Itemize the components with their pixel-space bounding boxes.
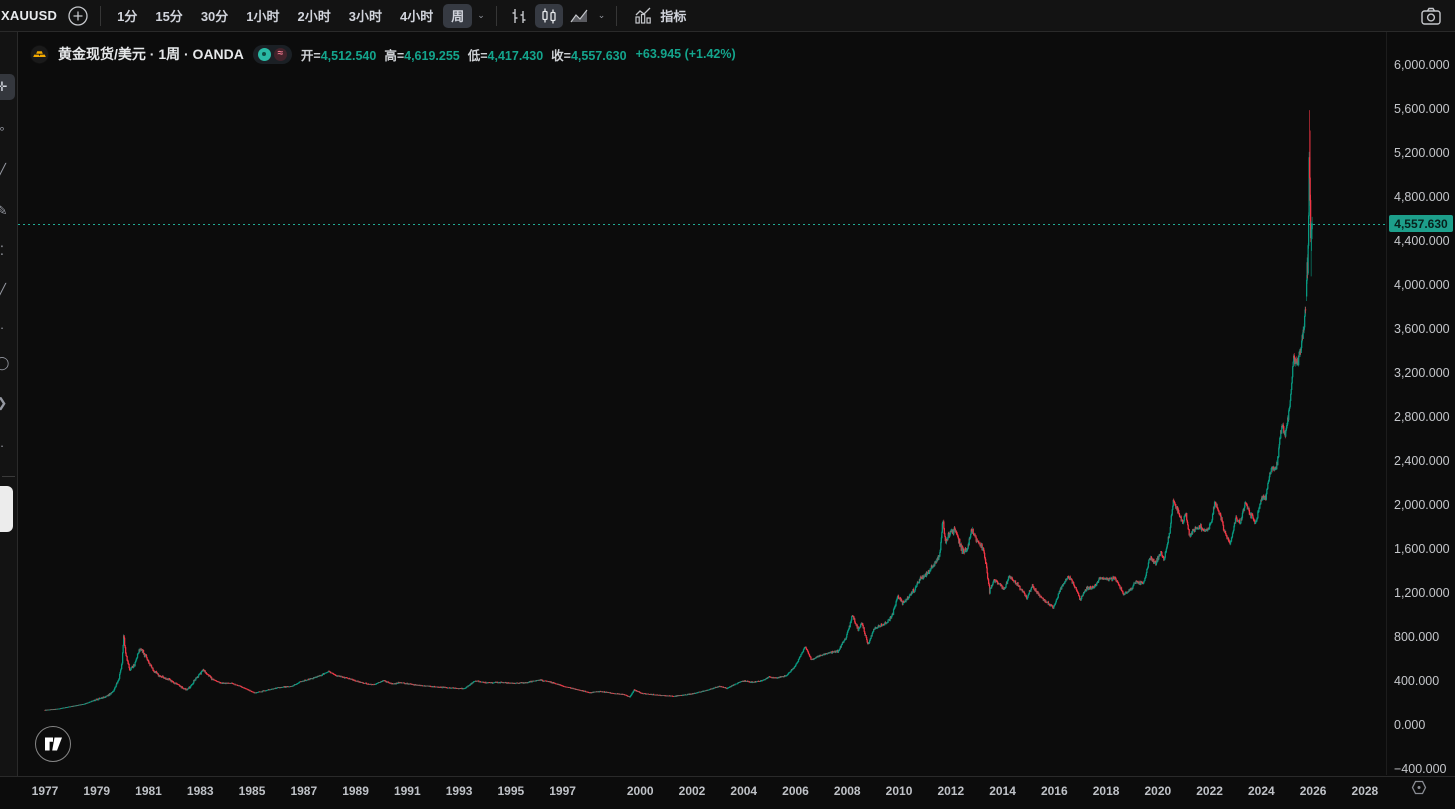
scale-settings-icon[interactable] (1410, 779, 1428, 796)
interval-button-15分[interactable]: 15分 (155, 9, 183, 24)
chart-legend: 黄金现货/美元 · 1周 · OANDA ≈ 开=4,512.540 高=4,61… (30, 44, 736, 64)
ohlc-item: 高=4,619.255 (384, 48, 460, 63)
interval-group: 1分 15分 30分 1小时 2小时 3小时 4小时周 (108, 0, 473, 31)
trend-line-tool-icon[interactable]: ° (0, 118, 15, 144)
sidebar-divider (2, 476, 15, 477)
year-tick-label: 2010 (885, 784, 913, 798)
current-price-line (18, 224, 1385, 225)
price-tick-label: 2,000.000 (1394, 498, 1450, 512)
drawing-toolbar: ✛ ° ╱ ✎ ⁚ ╱ · ◯ ❯ · (0, 32, 18, 809)
year-tick-label: 1987 (290, 784, 318, 798)
price-tick-label: 5,600.000 (1394, 102, 1450, 116)
price-tick-label: 3,600.000 (1394, 322, 1450, 336)
approx-data-icon[interactable]: ≈ (273, 47, 287, 61)
interval-button-4小时[interactable]: 4小时 (399, 9, 434, 24)
year-tick-label: 2000 (626, 784, 654, 798)
price-tick-label: −400.000 (1394, 762, 1447, 776)
status-badges: ≈ (252, 44, 292, 64)
year-tick-label: 1985 (238, 784, 266, 798)
interval-button-2小时[interactable]: 2小时 (297, 9, 331, 24)
year-tick-label: 2026 (1299, 784, 1327, 798)
gold-coin-icon (30, 44, 49, 64)
year-tick-label: 1977 (31, 784, 59, 798)
price-tick-label: 3,200.000 (1394, 366, 1450, 380)
price-axis[interactable]: 6,000.000 5,600.000 5,200.000 4,800.000 4,40… (1386, 32, 1455, 776)
change-readout: +63.945 (+1.42%) (635, 47, 736, 61)
year-tick-label: 2020 (1144, 784, 1172, 798)
prediction-tool-icon[interactable]: ⁚ (0, 243, 5, 258)
text-tool-icon[interactable]: · (0, 319, 5, 335)
price-tick-label: 5,200.000 (1394, 146, 1450, 160)
interval-button-周[interactable]: 周 (443, 3, 473, 28)
ohlc-item: 开=4,512.540 (300, 48, 377, 63)
indicators-button[interactable]: 指标 (625, 4, 694, 28)
year-tick-label: 1993 (445, 784, 473, 798)
year-tick-label: 1997 (549, 784, 576, 798)
bar-chart-style-icon[interactable] (505, 4, 533, 28)
price-tick-label: 4,400.000 (1394, 234, 1450, 248)
tradingview-logo[interactable] (35, 726, 71, 762)
price-tick-label: 4,800.000 (1394, 190, 1450, 204)
fib-tool-icon[interactable]: ╱ (0, 158, 15, 184)
market-status-icon[interactable] (257, 47, 271, 61)
ohlc-item: 收=4,557.630 (551, 48, 627, 63)
year-tick-label: 2006 (782, 784, 809, 798)
price-tick-label: 1,600.000 (1394, 542, 1450, 556)
active-tool-button[interactable] (0, 486, 13, 532)
year-tick-label: 2022 (1196, 784, 1223, 798)
chevron-down-icon[interactable]: ⌄ (597, 10, 606, 20)
ohlc-readout: 开=4,512.540 高=4,619.255 低=4,417.430 收=4,557… (301, 45, 627, 64)
top-toolbar: XAUUSD 1分 15分 30分 1小时 2小时 3小时 4小时周 ⌄ ⌄ 指标 (0, 0, 1455, 32)
year-tick-label: 2024 (1248, 784, 1275, 798)
year-tick-label: 1995 (497, 784, 525, 798)
year-tick-label: 1981 (135, 784, 162, 798)
price-tick-label: 0.000 (1394, 718, 1426, 732)
toolbar-divider (100, 5, 102, 26)
year-tick-label: 2016 (1040, 784, 1068, 798)
symbol-title[interactable]: 黄金现货/美元 · 1周 · OANDA (58, 46, 244, 62)
interval-button-1分[interactable]: 1分 (117, 9, 138, 24)
camera-icon[interactable] (1417, 4, 1445, 28)
year-tick-label: 2018 (1092, 784, 1120, 798)
crosshair-tool-icon[interactable]: ✛ (0, 74, 15, 100)
area-chart-style-icon[interactable] (565, 4, 593, 28)
toolbar-divider (495, 5, 497, 26)
price-tick-label: 2,800.000 (1394, 410, 1450, 424)
interval-button-30分[interactable]: 30分 (200, 9, 229, 24)
brush-tool-icon[interactable]: ╱ (0, 278, 15, 304)
chevron-down-icon[interactable]: ⌄ (477, 10, 485, 20)
shapes-tool-icon[interactable]: ◯ (0, 350, 15, 376)
measure-tool-icon[interactable]: · (0, 437, 5, 453)
price-tick-label: 800.000 (1394, 630, 1440, 644)
year-tick-label: 2008 (833, 784, 861, 798)
time-axis[interactable]: 1977 1979 1981 1983 1985 1987 1989 1991 1993 1995… (0, 776, 1455, 809)
year-tick-label: 1983 (186, 784, 214, 798)
price-tick-label: 6,000.000 (1394, 58, 1450, 72)
year-tick-label: 1979 (83, 784, 111, 798)
interval-button-3小时[interactable]: 3小时 (348, 9, 382, 24)
price-tick-label: 1,200.000 (1394, 586, 1450, 600)
ohlc-item: 低=4,417.430 (467, 48, 544, 63)
interval-button-1小时[interactable]: 1小时 (246, 9, 280, 24)
current-price-label: 4,557.630 (1389, 215, 1453, 233)
year-tick-label: 2004 (730, 784, 758, 798)
year-tick-label: 2014 (989, 784, 1016, 798)
more-tools-icon[interactable]: ❯ (0, 390, 15, 416)
candlestick-style-icon[interactable] (534, 3, 563, 28)
price-tick-label: 2,400.000 (1394, 454, 1450, 468)
year-tick-label: 1991 (393, 784, 421, 798)
indicators-icon (635, 7, 652, 24)
symbol-button[interactable]: XAUUSD (1, 8, 58, 23)
price-tick-label: 4,000.000 (1394, 278, 1450, 292)
compare-add-icon[interactable] (64, 4, 92, 28)
year-tick-label: 2002 (678, 784, 706, 798)
price-chart-canvas[interactable] (18, 32, 1385, 775)
toolbar-divider (616, 5, 618, 26)
year-tick-label: 1989 (342, 784, 369, 798)
year-tick-label: 2028 (1351, 784, 1379, 798)
pattern-tool-icon[interactable]: ✎ (0, 198, 15, 224)
year-tick-label: 2012 (937, 784, 965, 798)
price-tick-label: 400.000 (1394, 674, 1440, 688)
